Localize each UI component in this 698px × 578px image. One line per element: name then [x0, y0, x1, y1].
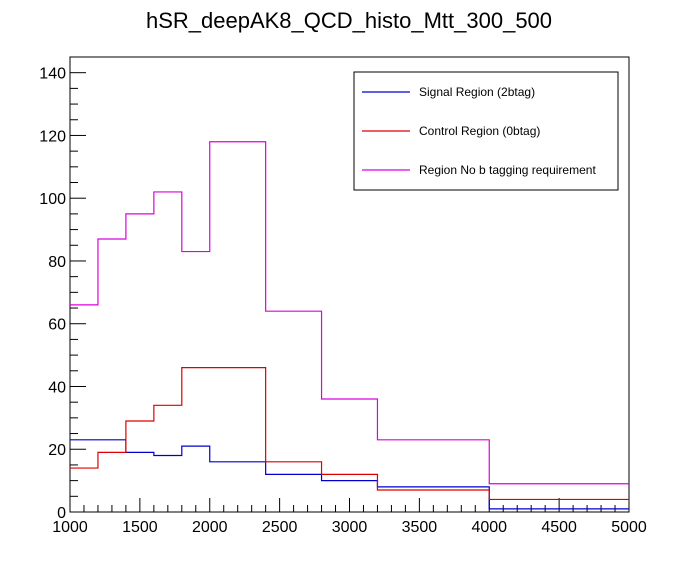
- y-tick-label: 80: [48, 254, 66, 271]
- x-tick-label: 5000: [611, 519, 647, 536]
- series-3-step-line: [70, 141, 629, 485]
- x-tick-label: 4500: [541, 519, 577, 536]
- x-tick-label: 1500: [122, 519, 158, 536]
- chart-title: hSR_deepAK8_QCD_histo_Mtt_300_500: [146, 8, 552, 33]
- x-tick-label: 3000: [332, 519, 368, 536]
- y-tick-label: 120: [39, 128, 66, 145]
- y-tick-label: 0: [57, 505, 66, 522]
- y-tick-label: 20: [48, 442, 66, 459]
- legend-label: Region No b tagging requirement: [419, 163, 596, 177]
- x-tick-label: 2000: [192, 519, 228, 536]
- series-2-step-line: [70, 367, 629, 501]
- axes: 1000 1500 2000 2500 3000 3500 4000 4500 5000 0 20 4…: [39, 56, 647, 536]
- series-layer: [70, 141, 629, 510]
- legend-label: Control Region (0btag): [419, 124, 540, 138]
- x-tick-label: 1000: [52, 519, 88, 536]
- legend-label: Signal Region (2btag): [419, 85, 535, 99]
- x-tick-label: 2500: [262, 519, 298, 536]
- legend: Signal Region (2btag) Control Region (0bt…: [353, 71, 619, 191]
- y-tick-label: 100: [39, 191, 66, 208]
- y-tick-label: 60: [48, 317, 66, 334]
- y-tick-label: 140: [39, 66, 66, 83]
- y-tick-label: 40: [48, 379, 66, 396]
- x-tick-label: 3500: [402, 519, 438, 536]
- x-tick-label: 4000: [471, 519, 507, 536]
